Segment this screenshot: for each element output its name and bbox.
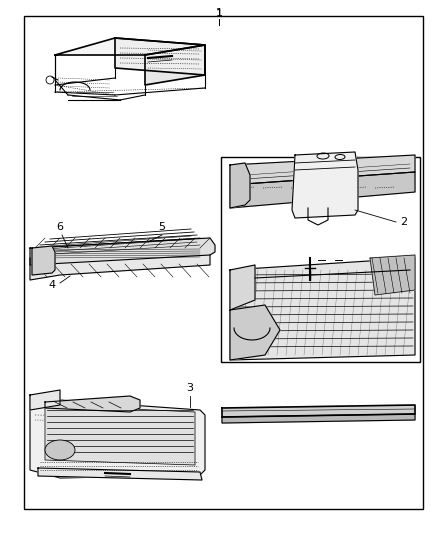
Text: 4: 4: [49, 280, 56, 290]
Ellipse shape: [45, 440, 75, 460]
Polygon shape: [222, 405, 415, 417]
Polygon shape: [230, 172, 415, 208]
Polygon shape: [145, 45, 205, 85]
Polygon shape: [32, 246, 55, 275]
Polygon shape: [230, 305, 280, 360]
Polygon shape: [230, 163, 250, 208]
Polygon shape: [30, 395, 205, 478]
Text: 3: 3: [187, 383, 194, 393]
Polygon shape: [115, 38, 205, 75]
Polygon shape: [222, 414, 415, 423]
Text: 5: 5: [159, 222, 166, 232]
Polygon shape: [230, 265, 255, 310]
Text: 6: 6: [57, 222, 64, 232]
Polygon shape: [292, 152, 358, 218]
Text: 1: 1: [215, 9, 223, 19]
Bar: [221, 157, 420, 362]
Text: 1: 1: [215, 8, 223, 18]
Text: 2: 2: [400, 217, 407, 227]
Polygon shape: [230, 155, 415, 185]
Polygon shape: [370, 255, 415, 295]
Polygon shape: [55, 38, 205, 55]
Polygon shape: [30, 238, 215, 265]
Polygon shape: [45, 396, 140, 412]
Polygon shape: [230, 258, 415, 360]
Polygon shape: [45, 405, 195, 465]
Polygon shape: [30, 390, 60, 410]
Polygon shape: [38, 468, 202, 480]
Polygon shape: [30, 255, 210, 280]
